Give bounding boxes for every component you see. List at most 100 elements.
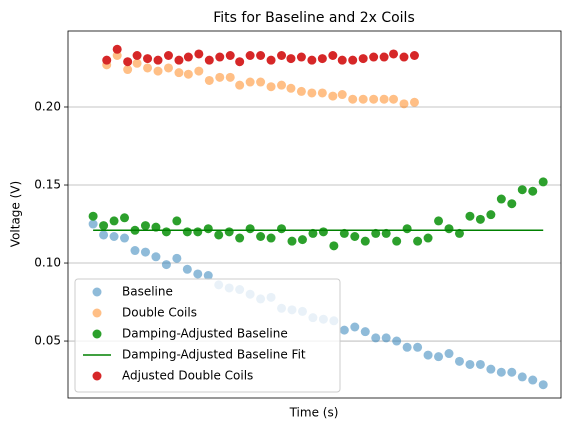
point bbox=[123, 57, 133, 67]
point bbox=[286, 54, 296, 64]
legend-label: Damping-Adjusted Baseline bbox=[122, 327, 288, 341]
point bbox=[517, 372, 527, 382]
point bbox=[379, 94, 389, 104]
point bbox=[88, 219, 98, 229]
point bbox=[163, 63, 173, 73]
point bbox=[337, 90, 347, 100]
y-axis-label: Voltage (V) bbox=[9, 181, 23, 247]
point bbox=[204, 75, 214, 85]
x-axis-label: Time (s) bbox=[289, 406, 339, 420]
point bbox=[402, 342, 412, 352]
point bbox=[348, 55, 358, 65]
point bbox=[277, 80, 287, 90]
point bbox=[444, 349, 454, 359]
point bbox=[203, 224, 213, 234]
point bbox=[214, 230, 224, 240]
point bbox=[182, 227, 192, 237]
point bbox=[266, 233, 276, 243]
point bbox=[528, 186, 538, 196]
point bbox=[392, 236, 402, 246]
point bbox=[235, 233, 245, 243]
point bbox=[277, 50, 287, 60]
point bbox=[507, 367, 517, 377]
point bbox=[297, 235, 307, 245]
point bbox=[151, 252, 161, 262]
point bbox=[112, 50, 122, 60]
point bbox=[444, 224, 454, 234]
point bbox=[235, 80, 245, 90]
point bbox=[193, 269, 203, 279]
point bbox=[475, 359, 485, 369]
point bbox=[350, 322, 360, 332]
point bbox=[486, 210, 496, 220]
point bbox=[99, 230, 109, 240]
point bbox=[102, 55, 112, 65]
legend-swatch bbox=[92, 371, 102, 381]
point bbox=[434, 352, 444, 362]
point bbox=[183, 52, 193, 62]
point bbox=[203, 271, 213, 281]
point bbox=[317, 54, 327, 64]
point bbox=[296, 86, 306, 96]
point bbox=[337, 55, 347, 65]
point bbox=[193, 227, 203, 237]
point bbox=[174, 68, 184, 78]
point bbox=[413, 342, 423, 352]
legend-label: Double Coils bbox=[122, 306, 197, 320]
point bbox=[465, 359, 475, 369]
point bbox=[163, 50, 173, 60]
point bbox=[215, 52, 225, 62]
point bbox=[172, 216, 182, 226]
point bbox=[120, 213, 130, 223]
point bbox=[517, 185, 527, 195]
point bbox=[266, 55, 276, 65]
point bbox=[182, 264, 192, 274]
point bbox=[409, 50, 419, 60]
point bbox=[307, 88, 317, 98]
point bbox=[174, 55, 184, 65]
legend-label: Adjusted Double Coils bbox=[122, 369, 253, 383]
y-tick-label: 0.10 bbox=[34, 256, 61, 270]
point bbox=[123, 65, 133, 75]
point bbox=[132, 50, 142, 60]
point bbox=[153, 55, 163, 65]
legend-swatch bbox=[92, 287, 102, 297]
point bbox=[389, 94, 399, 104]
point bbox=[235, 57, 245, 67]
point bbox=[328, 50, 338, 60]
chart-title: Fits for Baseline and 2x Coils bbox=[213, 10, 415, 26]
point bbox=[266, 82, 276, 92]
point bbox=[109, 216, 119, 226]
plot-frame bbox=[67, 30, 562, 399]
point bbox=[423, 350, 433, 360]
point bbox=[99, 221, 109, 231]
point bbox=[360, 327, 370, 337]
point bbox=[371, 333, 381, 343]
point bbox=[318, 227, 328, 237]
point bbox=[392, 336, 402, 346]
point bbox=[287, 236, 297, 246]
point bbox=[528, 375, 538, 385]
point bbox=[507, 199, 517, 209]
point bbox=[225, 72, 235, 82]
point bbox=[183, 69, 193, 79]
y-tick-label: 0.20 bbox=[34, 99, 61, 113]
point bbox=[256, 232, 266, 242]
point bbox=[112, 44, 122, 54]
point bbox=[130, 246, 140, 256]
point bbox=[245, 50, 255, 60]
point bbox=[245, 224, 255, 234]
point bbox=[256, 50, 266, 60]
point bbox=[369, 94, 379, 104]
point bbox=[339, 228, 349, 238]
point bbox=[538, 380, 548, 390]
legend-swatch bbox=[92, 308, 102, 318]
point bbox=[224, 227, 234, 237]
point bbox=[328, 91, 338, 101]
point bbox=[120, 233, 130, 243]
point bbox=[215, 72, 225, 82]
legend-swatch bbox=[92, 329, 102, 339]
point bbox=[194, 66, 204, 76]
legend-box bbox=[74, 278, 341, 393]
